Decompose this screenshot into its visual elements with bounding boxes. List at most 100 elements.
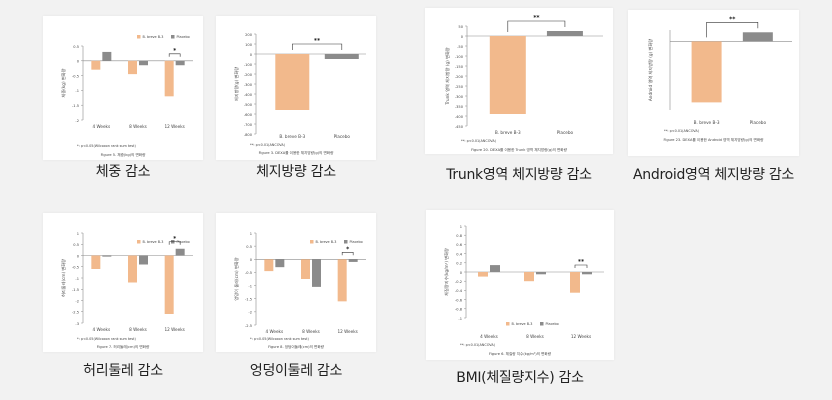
x-tick-label: B. breve B-3 [694,120,720,125]
y-axis-label: 체지방량(g) 변화량 [233,67,240,101]
bar [490,265,500,272]
significance-bracket [292,43,343,50]
bar [312,259,321,287]
chart-body-fat: 200 100 0 -100 -200 -300 -400 -500 -600 -700 -800 체… [233,33,366,155]
x-tick-label: B. breve B-3 [279,134,305,139]
bar [102,51,112,61]
y-tick-label: -500 [244,103,253,107]
legend-label: B. breve B-3 [143,240,164,244]
bar [139,60,148,66]
y-tick-label: -350 [455,105,464,109]
bar [91,255,101,269]
significance-marker: ** [533,15,540,22]
bar [275,54,310,110]
y-tick-label: -1 [458,317,462,321]
bar [164,255,174,314]
chart-card-hip: 1 0.5 0 -0.5 -1 -1.5 -2 -2.5 엉덩이 둘레(cm) 변화량 4 Wee… [216,213,376,352]
y-tick-label: -0.5 [72,74,79,78]
significance-marker: * [173,47,177,54]
y-tick-label: -2 [75,119,79,123]
y-axis-label: 허리둘레(cm) 변화량 [60,259,67,297]
legend-swatch [310,240,314,244]
y-tick-label: 0 [250,258,253,262]
caption-hip: 엉덩이둘레 감소 [249,363,343,379]
y-axis-label: 엉덩이 둘레(cm) 변화량 [233,257,240,300]
y-tick-label: 50 [458,25,463,29]
chart-card-trunk-fat: 50 0 -50 -100 -150 -200 -250 -300 -350 -400 -450 Tr… [425,8,613,154]
legend-label: Placebo [177,35,190,39]
x-tick-label: 12 Weeks [571,334,591,339]
bar [742,32,773,42]
y-axis-label: Trunk 영역 체지방량 (g) 변화량 [444,47,451,105]
legend-swatch [171,35,175,39]
y-tick-label: -1 [248,284,252,288]
y-tick-label: 1 [460,225,462,229]
y-tick-label: -100 [455,55,464,59]
y-tick-label: -600 [244,113,253,117]
legend-swatch [506,322,510,326]
bar [691,41,722,103]
y-tick-label: -0.5 [72,266,79,270]
y-tick-label: -1.5 [245,298,252,302]
y-axis-label: 체질량지수(kg/m²) 변화량 [443,248,450,296]
figure-caption: Figure 20. DEXA를 이용한 Trunk 영역 체지방량(g)의 변… [471,147,567,152]
x-tick-label: 12 Weeks [165,124,185,129]
bar [264,259,274,272]
legend-swatch [137,240,141,244]
legend-label: B. breve B-3 [316,240,337,244]
footnote: **: p<0.01(ANCOVA) [461,139,497,143]
legend-label: Placebo [177,240,190,244]
significance-marker: * [346,246,350,253]
chart-trunk-fat: 50 0 -50 -100 -150 -200 -250 -300 -350 -400 -450 Tr… [444,15,603,152]
significance-bracket [168,241,181,245]
bar [582,272,592,275]
y-tick-label: -400 [455,115,464,119]
x-tick-label: 4 Weeks [93,327,111,332]
y-axis-label: Android 영역 체지방량 (g) 변화량 [647,39,654,101]
y-tick-label: -0.5 [245,271,252,275]
y-tick-label: -250 [455,85,464,89]
x-tick-label: 8 Weeks [302,329,320,334]
y-tick-label: 1 [250,232,252,236]
y-tick-label: 0.8 [456,234,462,238]
y-tick-label: 0.2 [456,262,462,266]
x-tick-label: Placebo [750,120,767,125]
figure-caption: Figure 5. 체중(kg)의 변화량 [101,152,147,157]
chart-card-bmi: 1 0.8 0.6 0.4 0.2 0 -0.2 -0.4 -0.6 -0.8 -1 체질량지수(kg… [426,210,614,360]
significance-bracket [168,53,181,57]
x-tick-label: Placebo [334,134,351,139]
y-tick-label: 100 [245,43,253,47]
y-tick-label: -800 [244,133,253,137]
legend-label: Placebo [546,322,559,326]
significance-marker: ** [314,38,321,45]
y-tick-label: 0 [461,35,464,39]
x-tick-label: 8 Weeks [129,327,147,332]
y-tick-label: -2 [75,299,79,303]
chart-waist: 1 0.5 0 -0.5 -1 -1.5 -2 -2.5 -3 허리둘레(cm) 변화량 4 Wee… [60,232,193,349]
significance-bracket [574,264,588,268]
figure-caption: Figure 7. 허리둘레(cm)의 변화량 [97,344,150,349]
y-tick-label: -2.5 [72,311,79,315]
bar [524,272,534,282]
legend-label: Placebo [350,240,363,244]
y-tick-label: -2 [248,311,252,315]
x-tick-label: 4 Weeks [93,124,111,129]
bar [128,60,137,75]
bar [91,60,101,70]
chart-card-weight: 0.5 0 -0.5 -1 -1.5 -2 체중(kg) 변화량 4 Weeks 8 Weeks… [43,16,203,160]
chart-android-fat: Android 영역 체지방량 (g) 변화량 B. breve B-3 Place… [647,16,792,142]
x-tick-label: 4 Weeks [266,329,284,334]
figure-caption: Figure 8. 엉덩이둘레(cm)의 변화량 [268,344,325,349]
bar [175,248,185,256]
legend-swatch [344,240,348,244]
x-tick-label: Placebo [557,130,574,135]
y-tick-label: -200 [244,73,253,77]
chart-card-waist: 1 0.5 0 -0.5 -1 -1.5 -2 -2.5 -3 허리둘레(cm) 변화량 4 Wee… [43,213,203,352]
y-tick-label: -1.5 [72,288,79,292]
legend-swatch [137,35,141,39]
y-tick-label: -2.5 [245,324,252,328]
bar [546,31,583,36]
chart-bmi: 1 0.8 0.6 0.4 0.2 0 -0.2 -0.4 -0.6 -0.8 -1 체질량지수(kg… [443,225,604,356]
x-tick-label: 8 Weeks [129,124,147,129]
figure-caption: Figure 3. DEXA를 이용한 체지방량(g)의 변화량 [259,150,335,155]
